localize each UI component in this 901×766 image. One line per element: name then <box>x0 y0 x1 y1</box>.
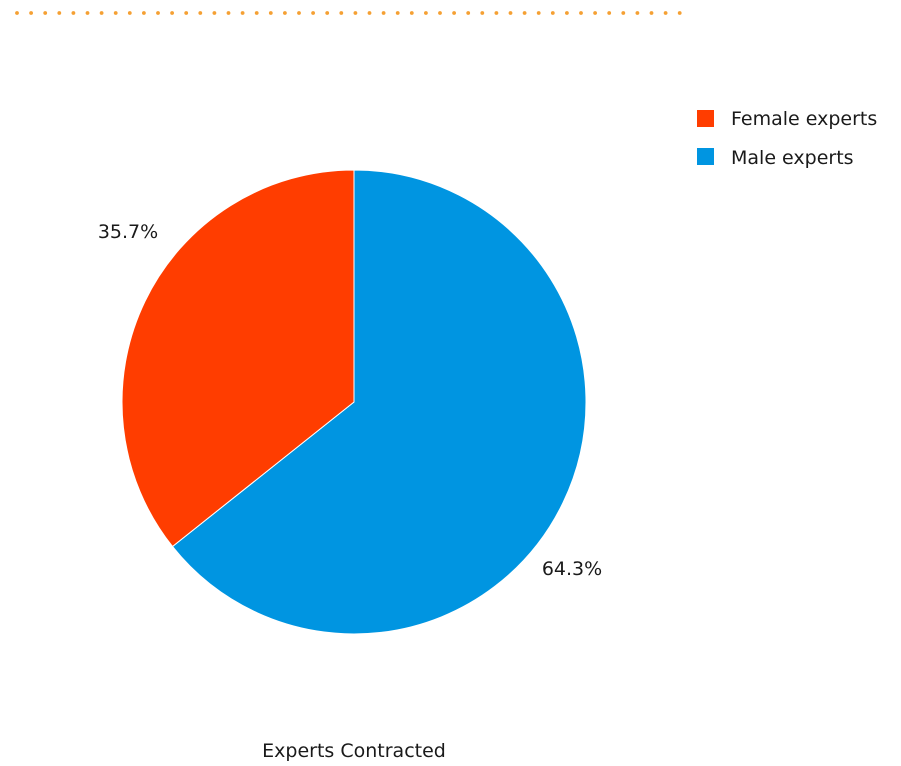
rule-dot <box>43 11 48 15</box>
pie-slice-male-experts <box>171 169 587 635</box>
rule-dot <box>635 11 640 15</box>
rule-dot <box>142 11 146 15</box>
rule-dot <box>550 11 555 15</box>
rule-dot <box>409 11 414 15</box>
rule-dot <box>579 11 583 15</box>
rule-dot <box>226 11 231 15</box>
rule-dot <box>268 11 273 15</box>
legend-swatch-female <box>697 110 714 127</box>
rule-dot <box>607 11 612 15</box>
rule-dot <box>198 11 203 15</box>
rule-dot <box>508 11 513 15</box>
dotted-divider <box>15 11 682 15</box>
rule-dot <box>57 11 62 15</box>
rule-dot <box>240 11 245 15</box>
rule-dot <box>283 11 287 15</box>
rule-dot <box>593 11 597 15</box>
legend-swatch-male <box>697 148 714 165</box>
rule-dot <box>536 11 541 15</box>
legend-label-male: Male experts <box>731 147 854 169</box>
slice-label-female: 35.7% <box>98 221 158 243</box>
legend-label-female: Female experts <box>731 108 877 130</box>
rule-dot <box>254 11 259 15</box>
rule-dot <box>522 11 527 15</box>
slice-label-male: 64.3% <box>542 558 602 580</box>
rule-dot <box>85 11 90 15</box>
rule-dot <box>113 11 118 15</box>
rule-dot <box>325 11 330 15</box>
rule-dot <box>663 11 668 15</box>
rule-dot <box>127 11 132 15</box>
rule-dot <box>649 11 654 15</box>
pie-slice-female-experts <box>121 169 355 548</box>
rule-dot <box>494 11 499 15</box>
rule-dot <box>438 11 442 15</box>
pie-slices <box>121 169 587 635</box>
rule-dot <box>339 11 344 15</box>
rule-dot <box>99 11 104 15</box>
rule-dot <box>466 11 471 15</box>
rule-dot <box>212 11 217 15</box>
rule-dot <box>621 11 626 15</box>
rule-dot <box>311 11 315 15</box>
rule-dot <box>677 11 682 15</box>
rule-dot <box>480 11 485 15</box>
rule-dot <box>156 11 160 15</box>
rule-dot <box>395 11 400 15</box>
rule-dot <box>15 11 19 15</box>
rule-dot <box>367 11 372 15</box>
rule-dot <box>170 11 175 15</box>
chart-caption: Experts Contracted <box>262 740 446 762</box>
rule-dot <box>565 11 569 15</box>
rule-dot <box>452 11 456 15</box>
rule-dot <box>424 11 428 15</box>
rule-dot <box>353 11 358 15</box>
legend: Female experts Male experts <box>697 108 877 169</box>
rule-dot <box>381 11 386 15</box>
rule-dot <box>29 11 33 15</box>
rule-dot <box>297 11 301 15</box>
rule-dot <box>184 11 189 15</box>
rule-dot <box>71 11 76 15</box>
